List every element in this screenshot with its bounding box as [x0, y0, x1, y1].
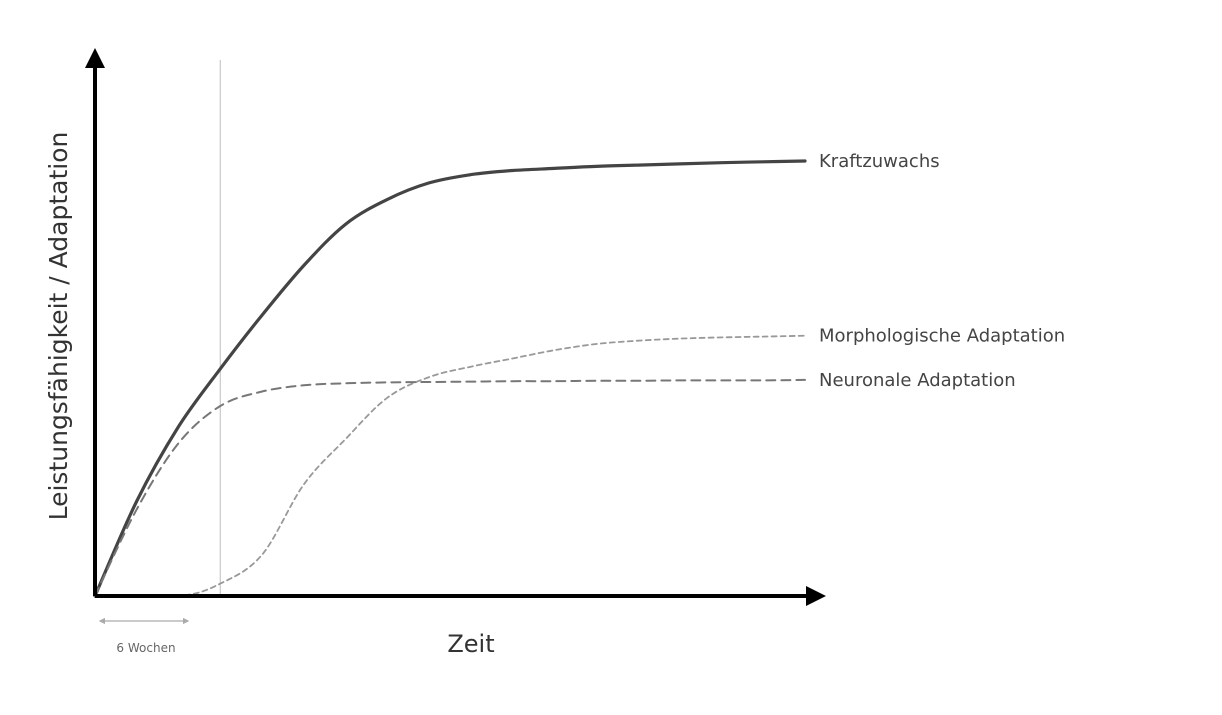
six-weeks-label: 6 Wochen: [116, 641, 175, 655]
series-group: [93, 159, 807, 598]
series-label-kraftzuwachs: Kraftzuwachs: [819, 151, 940, 172]
series-label-neuronale-adaptation: Neuronale Adaptation: [819, 370, 1016, 391]
x-axis-title: Zeit: [447, 630, 494, 658]
series-label-morphologische-adaptation: Morphologische Adaptation: [819, 326, 1065, 347]
series-line-neuronale-adaptation: [94, 378, 806, 597]
series-line-kraftzuwachs: [93, 159, 807, 598]
series-line-morphologische-adaptation: [94, 334, 806, 598]
series-labels: Kraftzuwachs Morphologische Adaptation Neu…: [819, 151, 1065, 391]
y-axis-title: Leistungsfähigkeit / Adaptation: [44, 132, 73, 521]
